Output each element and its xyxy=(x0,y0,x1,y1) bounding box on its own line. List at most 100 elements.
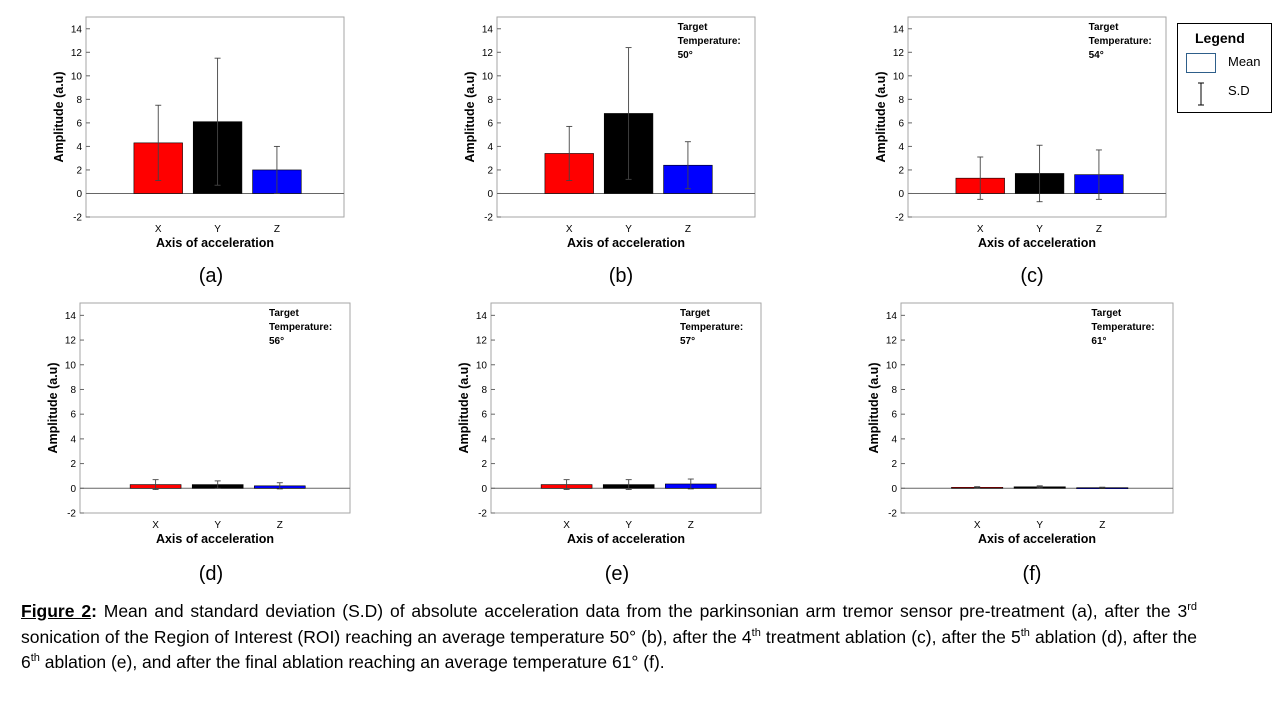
caption-colon: : xyxy=(91,601,97,621)
x-tick-label-f-y: Y xyxy=(1036,520,1043,531)
y-tick-label-a: 2 xyxy=(76,165,82,176)
y-axis-label-a: Amplitude (a.u) xyxy=(52,72,66,163)
x-axis-label-b: Axis of acceleration xyxy=(567,236,685,250)
legend: Legend Mean S.D xyxy=(1177,23,1272,113)
annotation-f-3: 61° xyxy=(1091,336,1106,347)
y-tick-label-a: 8 xyxy=(76,95,82,106)
y-tick-label-c: 6 xyxy=(898,118,904,129)
y-tick-label-f: 12 xyxy=(886,336,898,347)
y-tick-label-c: 12 xyxy=(893,48,905,59)
y-tick-label-a: -2 xyxy=(73,213,82,224)
y-tick-label-b: 0 xyxy=(487,189,493,200)
annotation-c-3: 54° xyxy=(1089,50,1104,61)
y-tick-label-d: 12 xyxy=(65,336,77,347)
y-tick-label-b: 6 xyxy=(487,118,493,129)
legend-mean-swatch xyxy=(1186,53,1216,73)
x-tick-label-f-x: X xyxy=(974,520,981,531)
plot-frame-f xyxy=(900,302,1174,514)
y-tick-label-e: 4 xyxy=(481,434,487,445)
x-tick-label-a-x: X xyxy=(155,224,162,235)
y-tick-label-a: 4 xyxy=(76,142,82,153)
caption-sup-1: rd xyxy=(1187,601,1197,614)
y-tick-label-b: 10 xyxy=(482,71,494,82)
y-tick-label-e: 8 xyxy=(481,385,487,396)
annotation-b-1: Target xyxy=(678,22,708,33)
x-axis-label-c: Axis of acceleration xyxy=(978,236,1096,250)
y-tick-label-c: 4 xyxy=(898,142,904,153)
subplot-label-e: (e) xyxy=(604,563,630,585)
y-tick-label-d: -2 xyxy=(67,509,76,520)
x-tick-label-d-x: X xyxy=(152,520,159,531)
annotation-f-2: Temperature: xyxy=(1091,322,1154,333)
y-axis-label-b: Amplitude (a.u) xyxy=(463,72,477,163)
y-axis-label-e: Amplitude (a.u) xyxy=(457,363,471,454)
y-tick-label-c: 2 xyxy=(898,165,904,176)
x-axis-label-a: Axis of acceleration xyxy=(156,236,274,250)
x-tick-label-c-z: Z xyxy=(1096,224,1102,235)
caption-text-5: ablation (e), and after the final ablati… xyxy=(39,652,665,672)
x-tick-label-d-z: Z xyxy=(277,520,283,531)
annotation-e-2: Temperature: xyxy=(680,322,743,333)
annotation-e-3: 57° xyxy=(680,336,695,347)
legend-sd-label: S.D xyxy=(1228,83,1250,98)
y-tick-label-c: 14 xyxy=(893,24,905,35)
subplot-label-f: (f) xyxy=(1022,563,1042,585)
caption-sup-2: th xyxy=(751,626,761,639)
y-tick-label-e: -2 xyxy=(478,509,487,520)
x-tick-label-e-x: X xyxy=(563,520,570,531)
y-tick-label-d: 14 xyxy=(65,311,77,322)
y-tick-label-f: -2 xyxy=(888,509,897,520)
annotation-c-1: Target xyxy=(1089,22,1119,33)
y-tick-label-d: 10 xyxy=(65,360,77,371)
annotation-d-2: Temperature: xyxy=(269,322,332,333)
annotation-d-1: Target xyxy=(269,308,299,319)
caption-text-3: treatment ablation (c), after the 5 xyxy=(760,626,1021,647)
subplot-label-b: (b) xyxy=(608,265,634,287)
y-tick-label-e: 12 xyxy=(476,336,488,347)
annotation-e-1: Target xyxy=(680,308,710,319)
y-tick-label-b: 14 xyxy=(482,24,494,35)
legend-errorbar-icon xyxy=(1198,82,1204,106)
annotation-c-2: Temperature: xyxy=(1089,36,1152,47)
y-tick-label-e: 14 xyxy=(476,311,488,322)
y-axis-label-d: Amplitude (a.u) xyxy=(46,363,60,454)
legend-mean-label: Mean xyxy=(1228,54,1261,69)
x-tick-label-f-z: Z xyxy=(1099,520,1105,531)
y-tick-label-f: 10 xyxy=(886,360,898,371)
x-tick-label-e-y: Y xyxy=(625,520,632,531)
y-tick-label-d: 6 xyxy=(70,410,76,421)
y-tick-label-c: 10 xyxy=(893,71,905,82)
caption-sup-4: th xyxy=(30,652,40,665)
annotation-d-3: 56° xyxy=(269,336,284,347)
caption-text-2: sonication of the Region of Interest (RO… xyxy=(21,626,752,647)
y-tick-label-e: 0 xyxy=(481,484,487,495)
y-tick-label-a: 6 xyxy=(76,118,82,129)
plot-frame-d xyxy=(79,302,351,514)
y-tick-label-d: 8 xyxy=(70,385,76,396)
x-tick-label-c-x: X xyxy=(977,224,984,235)
y-tick-label-f: 2 xyxy=(891,459,897,470)
y-tick-label-b: 12 xyxy=(482,48,494,59)
x-tick-label-a-z: Z xyxy=(274,224,280,235)
y-tick-label-a: 14 xyxy=(71,24,83,35)
y-tick-label-e: 6 xyxy=(481,410,487,421)
y-tick-label-d: 0 xyxy=(70,484,76,495)
y-tick-label-f: 14 xyxy=(886,311,898,322)
y-tick-label-d: 4 xyxy=(70,434,76,445)
annotation-b-2: Temperature: xyxy=(678,36,741,47)
subplot-label-d: (d) xyxy=(198,563,224,585)
y-tick-label-b: 8 xyxy=(487,95,493,106)
y-axis-label-c: Amplitude (a.u) xyxy=(874,72,888,163)
caption-figure-label: Figure 2 xyxy=(21,601,92,621)
y-tick-label-e: 2 xyxy=(481,459,487,470)
caption-text-4: ablation (d), after the 6 xyxy=(21,626,1197,673)
y-axis-label-f: Amplitude (a.u) xyxy=(867,363,881,454)
x-tick-label-b-x: X xyxy=(566,224,573,235)
subplot-label-a: (a) xyxy=(198,265,224,287)
x-axis-label-e: Axis of acceleration xyxy=(567,532,685,546)
y-tick-label-b: 4 xyxy=(487,142,493,153)
x-axis-label-f: Axis of acceleration xyxy=(978,532,1096,546)
caption-text-1: Mean and standard deviation (S.D) of abs… xyxy=(96,601,1188,621)
x-tick-label-b-z: Z xyxy=(685,224,691,235)
